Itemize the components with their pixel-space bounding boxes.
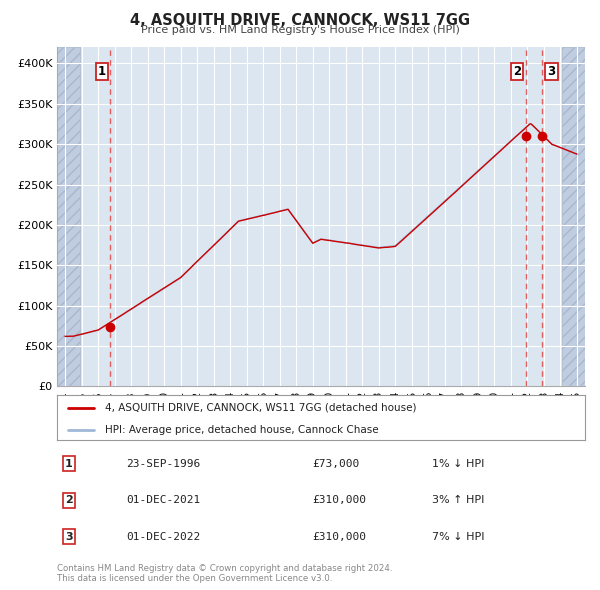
Text: 1: 1	[98, 65, 106, 78]
Text: 4, ASQUITH DRIVE, CANNOCK, WS11 7GG (detached house): 4, ASQUITH DRIVE, CANNOCK, WS11 7GG (det…	[104, 403, 416, 412]
Text: 01-DEC-2021: 01-DEC-2021	[126, 496, 200, 505]
Text: 7% ↓ HPI: 7% ↓ HPI	[432, 532, 485, 542]
Bar	[57, 47, 80, 386]
Bar	[562, 47, 585, 386]
Text: 2: 2	[65, 496, 73, 505]
Text: 3: 3	[547, 65, 556, 78]
Text: Price paid vs. HM Land Registry's House Price Index (HPI): Price paid vs. HM Land Registry's House …	[140, 25, 460, 35]
Text: HPI: Average price, detached house, Cannock Chase: HPI: Average price, detached house, Cann…	[104, 425, 378, 435]
Text: 1: 1	[65, 459, 73, 468]
Text: 01-DEC-2022: 01-DEC-2022	[126, 532, 200, 542]
Text: £310,000: £310,000	[312, 532, 366, 542]
Text: 4, ASQUITH DRIVE, CANNOCK, WS11 7GG: 4, ASQUITH DRIVE, CANNOCK, WS11 7GG	[130, 13, 470, 28]
Text: Contains HM Land Registry data © Crown copyright and database right 2024.
This d: Contains HM Land Registry data © Crown c…	[57, 563, 392, 583]
Text: 3: 3	[65, 532, 73, 542]
Text: 2: 2	[513, 65, 521, 78]
Text: 1% ↓ HPI: 1% ↓ HPI	[432, 459, 484, 468]
Text: 3% ↑ HPI: 3% ↑ HPI	[432, 496, 484, 505]
Text: 23-SEP-1996: 23-SEP-1996	[126, 459, 200, 468]
Text: £310,000: £310,000	[312, 496, 366, 505]
Text: £73,000: £73,000	[312, 459, 359, 468]
